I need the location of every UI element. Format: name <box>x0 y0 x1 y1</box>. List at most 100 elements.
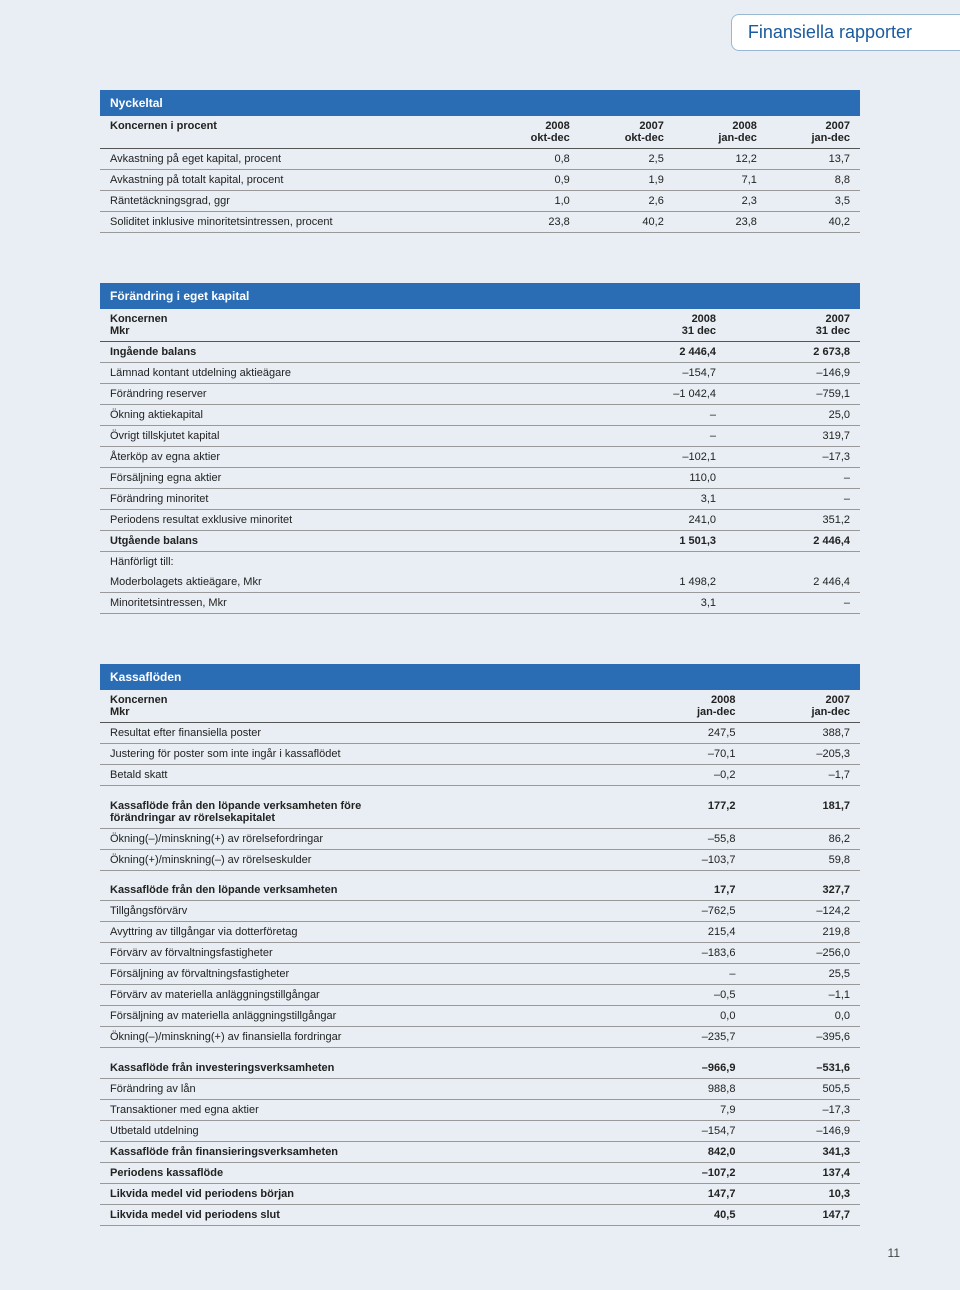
table-row: Försäljning av materiella anläggningstil… <box>100 1006 860 1027</box>
cell-value: –55,8 <box>631 828 746 849</box>
cell-value: –70,1 <box>631 744 746 765</box>
cell-value: –0,5 <box>631 985 746 1006</box>
row-label: Ingående balans <box>100 342 578 363</box>
cell-value: 1 501,3 <box>578 531 726 552</box>
table-title: Nyckeltal <box>100 90 860 116</box>
row-label: Transaktioner med egna aktier <box>100 1099 631 1120</box>
cell-value: 2 446,4 <box>726 572 860 593</box>
table-row: Likvida medel vid periodens slut40,5147,… <box>100 1204 860 1225</box>
cell-value: –235,7 <box>631 1027 746 1048</box>
row-label: Kassaflöde från den löpande verksamheten… <box>100 796 631 829</box>
table-row: Avyttring av tillgångar via dotterföreta… <box>100 922 860 943</box>
cell-value: 505,5 <box>745 1078 860 1099</box>
table-row: Betald skatt–0,2–1,7 <box>100 765 860 786</box>
cell-value: –102,1 <box>578 447 726 468</box>
cell-value: 1 498,2 <box>578 572 726 593</box>
cell-value: 2,5 <box>580 149 674 170</box>
row-label: Ökning aktiekapital <box>100 405 578 426</box>
row-label: Kassaflöde från finansieringsverksamhete… <box>100 1141 631 1162</box>
col-header-label: Koncernen i procent <box>100 116 486 149</box>
table-row: Ökning aktiekapital–25,0 <box>100 405 860 426</box>
row-label: Förändring reserver <box>100 384 578 405</box>
cell-value: 147,7 <box>631 1183 746 1204</box>
table-row: Försäljning av förvaltningsfastigheter–2… <box>100 964 860 985</box>
nyckeltal-table: Nyckeltal Koncernen i procent2008okt-dec… <box>100 90 860 233</box>
cell-value: 40,5 <box>631 1204 746 1225</box>
cell-value: –1,1 <box>745 985 860 1006</box>
cell-value: 59,8 <box>745 849 860 870</box>
table-row: Förvärv av förvaltningsfastigheter–183,6… <box>100 943 860 964</box>
table-row: Avkastning på eget kapital, procent0,82,… <box>100 149 860 170</box>
table-row: Ingående balans2 446,42 673,8 <box>100 342 860 363</box>
row-label: Förvärv av förvaltningsfastigheter <box>100 943 631 964</box>
table-row: Ökning(+)/minskning(–) av rörelseskulder… <box>100 849 860 870</box>
cell-value: – <box>726 593 860 614</box>
spacer-row <box>100 870 860 880</box>
spacer-row <box>100 1048 860 1058</box>
table-row: Ökning(–)/minskning(+) av rörelsefordrin… <box>100 828 860 849</box>
row-label: Tillgångsförvärv <box>100 901 631 922</box>
table-row: Lämnad kontant utdelning aktieägare–154,… <box>100 363 860 384</box>
cell-value: 3,1 <box>578 593 726 614</box>
table-row: Likvida medel vid periodens början147,71… <box>100 1183 860 1204</box>
row-label: Minoritetsintressen, Mkr <box>100 593 578 614</box>
row-label: Ökning(–)/minskning(+) av finansiella fo… <box>100 1027 631 1048</box>
row-label: Försäljning av förvaltningsfastigheter <box>100 964 631 985</box>
cell-value: 247,5 <box>631 723 746 744</box>
col-header: 2007jan-dec <box>745 690 860 723</box>
row-label: Hänförligt till: <box>100 552 578 573</box>
col-header-label: KoncernenMkr <box>100 309 578 342</box>
cell-value: 1,0 <box>486 191 580 212</box>
col-header: 2008jan-dec <box>631 690 746 723</box>
cell-value: –124,2 <box>745 901 860 922</box>
cell-value: –17,3 <box>726 447 860 468</box>
cell-value: 25,0 <box>726 405 860 426</box>
row-label: Likvida medel vid periodens slut <box>100 1204 631 1225</box>
cell-value: 23,8 <box>674 212 767 233</box>
table-row: Kassaflöde från finansieringsverksamhete… <box>100 1141 860 1162</box>
table-row: Periodens kassaflöde–107,2137,4 <box>100 1162 860 1183</box>
cell-value: – <box>631 964 746 985</box>
report-page: Finansiella rapporter Nyckeltal Koncerne… <box>0 0 960 1290</box>
cell-value: 177,2 <box>631 796 746 829</box>
table-row: Hänförligt till: <box>100 552 860 573</box>
page-number: 11 <box>100 1246 900 1260</box>
cell-value: 25,5 <box>745 964 860 985</box>
row-label: Kassaflöde från den löpande verksamheten <box>100 880 631 901</box>
row-label: Periodens kassaflöde <box>100 1162 631 1183</box>
table-row: Återköp av egna aktier–102,1–17,3 <box>100 447 860 468</box>
row-label: Justering för poster som inte ingår i ka… <box>100 744 631 765</box>
spacer-row <box>100 786 860 796</box>
row-label: Avyttring av tillgångar via dotterföreta… <box>100 922 631 943</box>
table-row: Avkastning på totalt kapital, procent0,9… <box>100 170 860 191</box>
row-label: Resultat efter finansiella poster <box>100 723 631 744</box>
row-label: Soliditet inklusive minoritetsintressen,… <box>100 212 486 233</box>
cell-value: 842,0 <box>631 1141 746 1162</box>
cell-value: 341,3 <box>745 1141 860 1162</box>
row-label: Avkastning på eget kapital, procent <box>100 149 486 170</box>
row-label: Försäljning egna aktier <box>100 468 578 489</box>
table-row: Tillgångsförvärv–762,5–124,2 <box>100 901 860 922</box>
cell-value: 10,3 <box>745 1183 860 1204</box>
table-row: Utgående balans1 501,32 446,4 <box>100 531 860 552</box>
table-row: Kassaflöde från den löpande verksamheten… <box>100 880 860 901</box>
table-title: Kassaflöden <box>100 664 860 690</box>
cell-value: 215,4 <box>631 922 746 943</box>
cell-value: 7,1 <box>674 170 767 191</box>
cell-value: 110,0 <box>578 468 726 489</box>
table-row: Transaktioner med egna aktier7,9–17,3 <box>100 1099 860 1120</box>
cell-value: –0,2 <box>631 765 746 786</box>
table-row: Periodens resultat exklusive minoritet24… <box>100 510 860 531</box>
cell-value: –256,0 <box>745 943 860 964</box>
cell-value: –205,3 <box>745 744 860 765</box>
cell-value: 0,9 <box>486 170 580 191</box>
cell-value: 8,8 <box>767 170 860 191</box>
cell-value: –146,9 <box>726 363 860 384</box>
table-row: Soliditet inklusive minoritetsintressen,… <box>100 212 860 233</box>
cell-value: – <box>578 426 726 447</box>
cell-value: –1 042,4 <box>578 384 726 405</box>
table-row: Övrigt tillskjutet kapital–319,7 <box>100 426 860 447</box>
cell-value: –146,9 <box>745 1120 860 1141</box>
table-row: Resultat efter finansiella poster247,538… <box>100 723 860 744</box>
cell-value: 40,2 <box>580 212 674 233</box>
